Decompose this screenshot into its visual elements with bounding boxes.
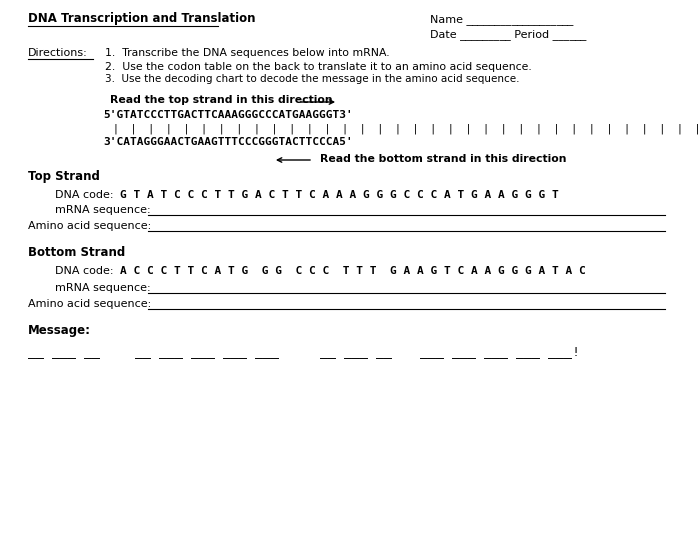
Text: Bottom Strand: Bottom Strand (28, 246, 125, 259)
Text: Date _________ Period ______: Date _________ Period ______ (430, 29, 587, 40)
Text: __ ___ ___ ___ ___: __ ___ ___ ___ ___ (135, 345, 279, 358)
Text: Amino acid sequence:: Amino acid sequence: (28, 299, 151, 309)
Text: ___ ___ ___ ___ ___!: ___ ___ ___ ___ ___! (420, 345, 580, 358)
Text: DNA code:: DNA code: (55, 266, 113, 276)
Text: Name ___________________: Name ___________________ (430, 14, 573, 25)
Text: Top Strand: Top Strand (28, 170, 100, 183)
Text: Directions:: Directions: (28, 48, 88, 58)
Text: 2.  Use the codon table on the back to translate it to an amino acid sequence.: 2. Use the codon table on the back to tr… (105, 62, 532, 72)
Text: mRNA sequence:: mRNA sequence: (55, 283, 150, 293)
Text: __ ___ __: __ ___ __ (28, 345, 100, 358)
Text: G T A T C C C T T G A C T T C A A A G G G C C C A T G A A G G G T: G T A T C C C T T G A C T T C A A A G G … (120, 190, 559, 200)
Text: 1.  Transcribe the DNA sequences below into mRNA.: 1. Transcribe the DNA sequences below in… (105, 48, 390, 58)
Text: Read the bottom strand in this direction: Read the bottom strand in this direction (320, 154, 566, 164)
Text: DNA Transcription and Translation: DNA Transcription and Translation (28, 12, 256, 25)
Text: mRNA sequence:: mRNA sequence: (55, 205, 150, 215)
Text: Read the top strand in this direction: Read the top strand in this direction (110, 95, 332, 105)
Text: 3.  Use the decoding chart to decode the message in the amino acid sequence.: 3. Use the decoding chart to decode the … (105, 74, 519, 84)
Text: |  |  |  |  |  |  |  |  |  |  |  |  |  |  |  |  |  |  |  |  |  |  |  |  |  |  | : | | | | | | | | | | | | | | | | | | | | … (113, 123, 700, 133)
Text: __ ___ __: __ ___ __ (320, 345, 392, 358)
Text: A C C C T T C A T G  G G  C C C  T T T  G A A G T C A A G G G A T A C: A C C C T T C A T G G G C C C T T T G A … (120, 266, 586, 276)
Text: 5'GTATCCCTTGACTTCAAAGGGCCCATGAAGGGT3': 5'GTATCCCTTGACTTCAAAGGGCCCATGAAGGGT3' (103, 110, 353, 120)
Text: Amino acid sequence:: Amino acid sequence: (28, 221, 151, 231)
Text: Message:: Message: (28, 324, 91, 337)
Text: 3'CATAGGGAACTGAAGTTTCCCGGGTACTTCCCA5': 3'CATAGGGAACTGAAGTTTCCCGGGTACTTCCCA5' (103, 137, 353, 147)
Text: DNA code:: DNA code: (55, 190, 113, 200)
